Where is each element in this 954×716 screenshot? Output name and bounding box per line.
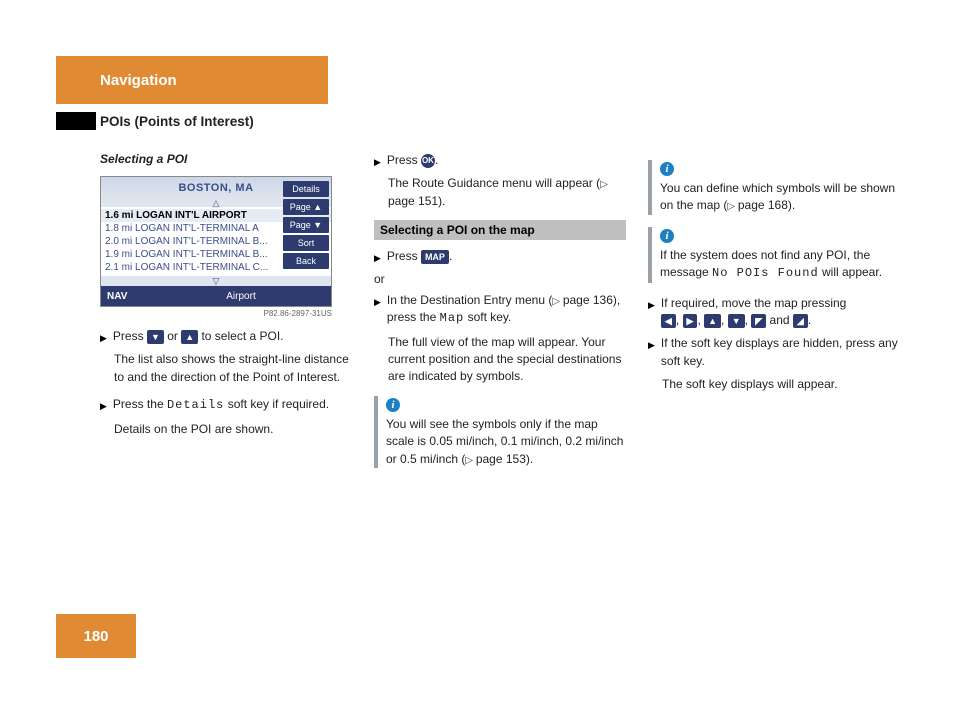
map-key-icon: MAP [421, 250, 449, 264]
step-item: Press the Details soft key if required. [100, 396, 352, 414]
step-text: If required, move the map pressing ◀, ▶,… [661, 295, 846, 330]
back-softkey: Back [283, 253, 329, 269]
info-icon: i [386, 398, 400, 412]
body-text: The soft key displays will appear. [662, 376, 900, 393]
subtitle-row: POIs (Points of Interest) [56, 112, 254, 130]
softkey-name: Details [167, 398, 224, 412]
step-text: In the Destination Entry menu (page 136)… [387, 292, 626, 328]
diag1-key-icon: ◤ [751, 314, 766, 328]
down-key-icon: ▼ [728, 314, 745, 328]
up-key-icon: ▲ [704, 314, 721, 328]
step-text: If the soft key displays are hidden, pre… [661, 335, 900, 370]
subtitle-text: POIs (Points of Interest) [100, 114, 254, 129]
system-message: No POIs Found [712, 266, 819, 280]
info-icon: i [660, 229, 674, 243]
column-3: i You can define which symbols will be s… [648, 152, 900, 480]
step-item: In the Destination Entry menu (page 136)… [374, 292, 626, 328]
sort-softkey: Sort [283, 235, 329, 251]
ok-key-icon: OK [421, 154, 435, 168]
step-item: Press OK. [374, 152, 626, 169]
bullet-arrow-icon [100, 396, 107, 414]
info-icon: i [660, 162, 674, 176]
page-down-softkey: Page ▼ [283, 217, 329, 233]
bullet-arrow-icon [374, 292, 381, 328]
bullet-arrow-icon [374, 152, 381, 169]
header-band: Navigation [56, 56, 328, 104]
screen-scroll-down-icon: ▽ [101, 276, 331, 286]
right-key-icon: ▶ [683, 314, 698, 328]
info-rule [648, 160, 652, 215]
step-item: If the soft key displays are hidden, pre… [648, 335, 900, 370]
step-item: If required, move the map pressing ◀, ▶,… [648, 295, 900, 330]
step-text: Press the Details soft key if required. [113, 396, 329, 414]
info-note: i You can define which symbols will be s… [648, 160, 900, 215]
info-rule [648, 227, 652, 283]
info-body: i You can define which symbols will be s… [660, 160, 900, 215]
section-heading: Selecting a POI [100, 152, 352, 166]
body-text: The Route Guidance menu will appear (pag… [388, 175, 626, 210]
column-2: Press OK. The Route Guidance menu will a… [374, 152, 626, 480]
bullet-arrow-icon [374, 248, 381, 265]
step-text: Press MAP. [387, 248, 452, 265]
bullet-arrow-icon [648, 295, 655, 330]
content-columns: Selecting a POI BOSTON, MA △ 1.6 mi LOGA… [100, 152, 900, 480]
step-item: Press ▼ or ▲ to select a POI. [100, 328, 352, 345]
column-1: Selecting a POI BOSTON, MA △ 1.6 mi LOGA… [100, 152, 352, 480]
bullet-arrow-icon [100, 328, 107, 345]
info-body: i If the system does not find any POI, t… [660, 227, 900, 283]
header-title: Navigation [100, 72, 177, 89]
step-item: Press MAP. [374, 248, 626, 265]
page-reference: page 153 [465, 452, 526, 466]
page-number: 180 [56, 614, 136, 658]
softkey-name: Map [440, 311, 465, 325]
up-key-icon: ▲ [181, 330, 198, 344]
left-key-icon: ◀ [661, 314, 676, 328]
body-text: The list also shows the straight-line di… [114, 351, 352, 386]
subsection-bar: Selecting a POI on the map [374, 220, 626, 240]
poi-screen: BOSTON, MA △ 1.6 mi LOGAN INT'L AIRPORT … [100, 176, 332, 307]
or-text: or [374, 272, 626, 286]
bullet-arrow-icon [648, 335, 655, 370]
screen-mode-label: NAV [101, 291, 151, 302]
body-text: Details on the POI are shown. [114, 421, 352, 438]
page-reference: page 136 [552, 293, 613, 307]
step-text: Press OK. [387, 152, 438, 169]
screen-side-buttons: Details Page ▲ Page ▼ Sort Back [283, 181, 329, 269]
info-rule [374, 396, 378, 468]
down-key-icon: ▼ [147, 330, 164, 344]
body-text: The full view of the map will appear. Yo… [388, 334, 626, 386]
screen-bottom-bar: NAV Airport [101, 286, 331, 306]
step-text: Press ▼ or ▲ to select a POI. [113, 328, 284, 345]
subtitle-marker [56, 112, 96, 130]
diag2-key-icon: ◢ [793, 314, 808, 328]
screen-category-label: Airport [151, 291, 331, 302]
page-reference: page 168 [727, 198, 788, 212]
details-softkey: Details [283, 181, 329, 197]
image-code: P82.86-2897-31US [100, 309, 332, 318]
info-note: i If the system does not find any POI, t… [648, 227, 900, 283]
info-note: i You will see the symbols only if the m… [374, 396, 626, 468]
info-body: i You will see the symbols only if the m… [386, 396, 626, 468]
page-up-softkey: Page ▲ [283, 199, 329, 215]
